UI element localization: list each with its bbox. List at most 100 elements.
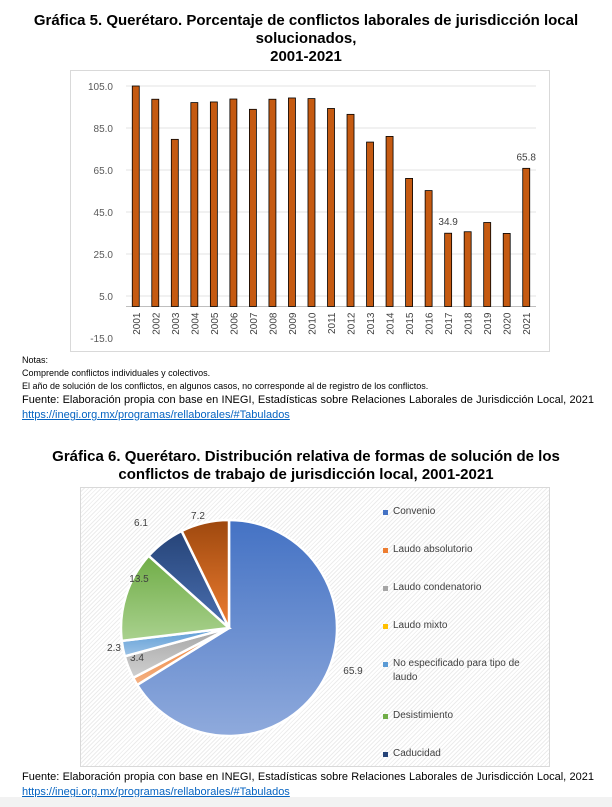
legend-label: Convenio — [393, 506, 436, 517]
y-tick-label: 65.0 — [94, 166, 114, 177]
source-link[interactable]: https://inegi.org.mx/programas/rellabora… — [22, 409, 290, 421]
x-tick-label: 2007 — [249, 312, 260, 335]
x-tick-label: 2004 — [190, 312, 201, 335]
legend-swatch — [383, 752, 388, 757]
legend-swatch — [383, 662, 388, 667]
bar-2008 — [268, 98, 277, 307]
bar-2020 — [502, 233, 511, 307]
bar-2019 — [483, 222, 492, 307]
data-label: 34.9 — [438, 217, 458, 228]
bar-2017 — [444, 232, 453, 307]
source-link[interactable]: https://inegi.org.mx/programas/rellabora… — [22, 786, 290, 798]
legend-swatch — [383, 586, 388, 591]
bar-2009 — [288, 97, 296, 307]
legend-item: Laudo condenatorio — [383, 581, 543, 595]
legend-item: Laudo mixto — [383, 619, 543, 633]
pie-data-label: 65.9 — [343, 666, 363, 677]
source-text: Fuente: Elaboración propia con base en I… — [22, 394, 594, 406]
data-label: 65.8 — [517, 152, 537, 163]
x-tick-label: 2006 — [229, 312, 240, 335]
chart1-title-line: Gráfica 5. Querétaro. Porcentaje de conf… — [33, 12, 579, 29]
x-tick-label: 2009 — [288, 312, 299, 335]
legend-label: Laudo mixto — [393, 620, 448, 631]
y-tick-label: 5.0 — [99, 292, 113, 303]
legend-label: No especificado para tipo de laudo — [393, 658, 520, 683]
bar-2005 — [209, 101, 218, 307]
pie-data-label: 2.3 — [107, 643, 121, 654]
note-line: Comprende conflictos individuales y cole… — [22, 368, 211, 378]
pie-slice-convenio — [135, 518, 339, 738]
note-line: El año de solución de los conflictos, en… — [22, 381, 429, 391]
pie-data-label: 3.4 — [130, 653, 144, 664]
x-tick-label: 2016 — [425, 312, 436, 335]
x-tick-label: 2021 — [522, 312, 533, 335]
x-tick-label: 2002 — [151, 312, 162, 335]
y-tick-label: -15.0 — [90, 334, 113, 345]
bar-2016 — [424, 190, 433, 307]
pie-chart-frame: 65.9 3.4 2.3 13.5 6.1 7.2 — [80, 487, 550, 767]
pie-legend: Convenio Laudo absolutorio Laudo condenato… — [383, 505, 543, 785]
x-tick-label: 2001 — [132, 312, 143, 335]
legend-item: Desistimiento — [383, 709, 543, 723]
pie-data-label: 6.1 — [134, 518, 148, 529]
bar-2001 — [131, 85, 140, 307]
pie-data-label: 7.2 — [191, 511, 205, 522]
y-tick-label: 85.0 — [94, 124, 114, 135]
legend-item: Convenio — [383, 505, 543, 519]
bar-2011 — [327, 108, 335, 307]
x-tick-label: 2015 — [405, 312, 416, 335]
bar-2004 — [190, 102, 199, 307]
bar-chart: 105.0 85.0 65.0 45.0 25.0 5.0 -15.0 2001 2002 200… — [88, 82, 537, 345]
x-tick-label: 2005 — [210, 312, 221, 335]
pie-chart: 65.9 3.4 2.3 13.5 6.1 7.2 — [107, 511, 363, 738]
legend-swatch — [383, 510, 388, 515]
bar-2021 — [522, 167, 531, 307]
bar-chart-frame: 105.0 85.0 65.0 45.0 25.0 5.0 -15.0 2001 2002 200… — [70, 70, 550, 352]
x-tick-label: 2014 — [386, 312, 397, 335]
chart1-title-line: 2001-2021 — [270, 48, 342, 65]
y-tick-label: 45.0 — [94, 208, 114, 219]
legend-label: Desistimiento — [393, 710, 454, 721]
chart1-title: Gráfica 5. Querétaro. Porcentaje de conf… — [0, 12, 612, 66]
y-tick-label: 105.0 — [88, 82, 113, 93]
legend-label: Laudo absolutorio — [393, 544, 473, 555]
pie-data-label: 13.5 — [129, 574, 149, 585]
legend-swatch — [383, 548, 388, 553]
source-text: Fuente: Elaboración propia con base en I… — [22, 771, 594, 783]
legend-item: No especificado para tipo de laudo — [383, 657, 543, 685]
bar-2006 — [229, 98, 238, 307]
bar-2015 — [405, 178, 413, 307]
bar-2010 — [307, 98, 316, 307]
bar-2014 — [385, 136, 394, 307]
chart2-title-line: Gráfica 6. Querétaro. Distribución relat… — [52, 448, 560, 465]
legend-label: Caducidad — [393, 748, 441, 759]
x-tick-label: 2017 — [444, 312, 455, 335]
y-tick-label: 25.0 — [94, 250, 114, 261]
notes: Notas: Comprende conflictos individuales… — [22, 354, 428, 393]
x-tick-label: 2019 — [483, 312, 494, 335]
chart2-title-line: conflictos de trabajo de jurisdicción lo… — [118, 466, 494, 483]
chart1-title-line: solucionados, — [255, 30, 357, 47]
bar-2003 — [170, 138, 179, 307]
legend-item: Caducidad — [383, 747, 543, 761]
x-tick-label: 2012 — [347, 312, 358, 335]
bar-2007 — [249, 108, 257, 307]
x-tick-label: 2013 — [366, 312, 377, 335]
pie-slice-desistimiento — [119, 554, 232, 643]
source-2: Fuente: Elaboración propia con base en I… — [22, 770, 594, 800]
pie-slice-other — [179, 518, 231, 629]
x-tick-label: 2008 — [268, 312, 279, 335]
x-tick-label: 2010 — [307, 312, 318, 335]
x-tick-label: 2020 — [503, 312, 514, 335]
bar-2002 — [151, 98, 160, 307]
legend-swatch — [383, 714, 388, 719]
x-tick-label: 2003 — [171, 312, 182, 335]
x-tick-label: 2018 — [464, 312, 475, 335]
legend-label: Laudo condenatorio — [393, 582, 482, 593]
bar-2013 — [366, 141, 374, 307]
chart2-title: Gráfica 6. Querétaro. Distribución relat… — [0, 448, 612, 484]
x-tick-label: 2011 — [327, 312, 338, 334]
legend-item: Laudo absolutorio — [383, 543, 543, 557]
notes-heading: Notas: — [22, 355, 49, 365]
source-1: Fuente: Elaboración propia con base en I… — [22, 393, 594, 423]
